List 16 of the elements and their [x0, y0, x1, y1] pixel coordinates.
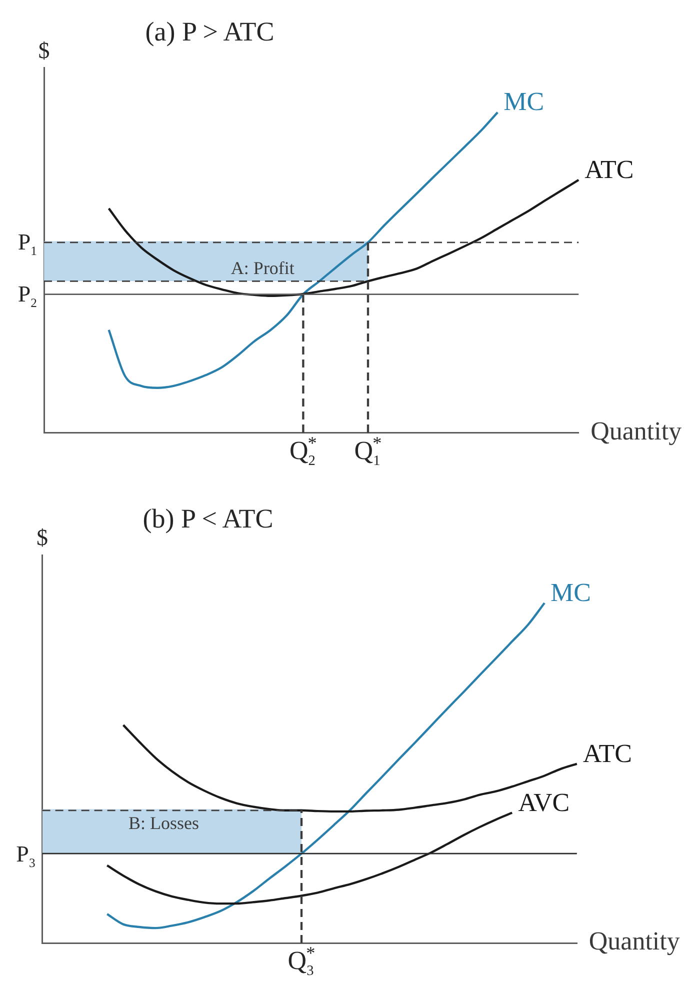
- x-axis-title: Quantity: [588, 926, 680, 956]
- y-axis-title: $: [38, 38, 50, 62]
- ref-line-label: P$_{3}$: [16, 841, 36, 870]
- chart-title: (b) P < ATC: [142, 504, 274, 534]
- chart-title: (a) P > ATC: [145, 16, 274, 46]
- series-label: AVC: [518, 788, 570, 817]
- series-label: MC: [504, 87, 544, 116]
- ref-line-label: P$_{2}$: [18, 282, 37, 310]
- series-label: ATC: [584, 154, 634, 184]
- series-label: MC: [550, 578, 591, 607]
- x-axis-title: Quantity: [590, 416, 682, 446]
- series-label: A: Profit: [230, 258, 294, 278]
- series-label: ATC: [582, 738, 632, 768]
- y-axis-title: $: [36, 525, 48, 550]
- ref-line-label: P$_{1}$: [18, 230, 37, 258]
- series-label: B: Losses: [128, 813, 200, 834]
